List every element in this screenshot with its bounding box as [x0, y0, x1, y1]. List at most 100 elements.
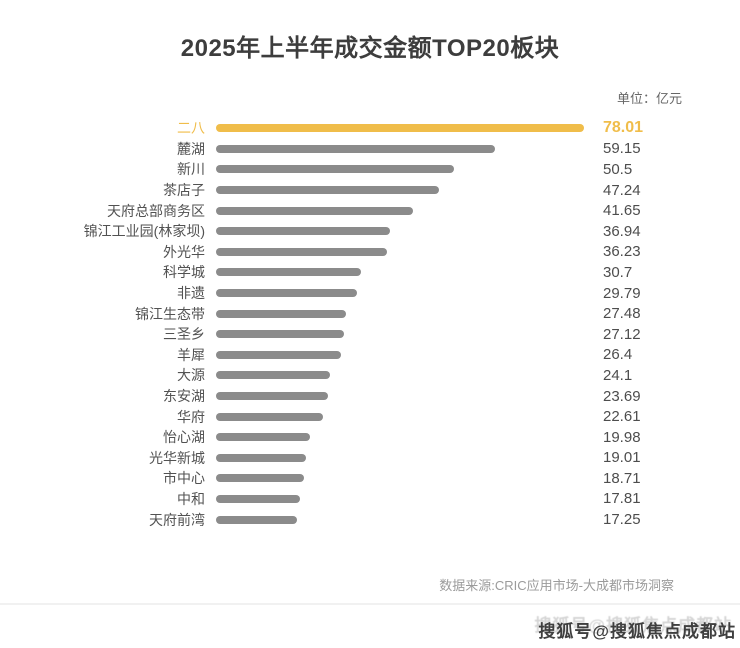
row-value: 50.5 [603, 160, 633, 178]
chart-row: 麓湖 59.15 [0, 139, 740, 160]
row-value: 78.01 [603, 119, 644, 137]
row-label: 光华新城 [149, 449, 205, 466]
row-value: 23.69 [603, 387, 641, 405]
row-value: 30.7 [603, 263, 633, 281]
chart-row: 非遗 29.79 [0, 283, 740, 304]
row-bar [216, 206, 413, 215]
row-value: 29.79 [603, 284, 641, 302]
row-bar-track [216, 474, 603, 483]
row-value: 17.81 [603, 490, 641, 508]
row-bar [216, 227, 391, 236]
row-label: 锦江生态带 [135, 305, 205, 322]
row-label: 三圣乡 [163, 326, 205, 343]
row-value: 36.94 [603, 222, 641, 240]
row-bar-track [216, 165, 603, 174]
row-bar [216, 144, 495, 153]
row-bar [216, 350, 341, 359]
row-bar [216, 247, 387, 256]
row-value: 36.23 [603, 243, 641, 261]
chart-row: 中和 17.81 [0, 489, 740, 510]
row-bar-track [216, 453, 603, 462]
row-bar [216, 515, 298, 524]
chart-row: 大源 24.1 [0, 365, 740, 386]
row-bar [216, 268, 361, 277]
row-label: 茶店子 [163, 182, 205, 199]
row-label: 大源 [177, 367, 205, 384]
row-bar [216, 453, 306, 462]
row-value: 26.4 [603, 346, 633, 364]
source-note: 数据来源:CRIC应用市场-大成都市场洞察 [439, 578, 674, 593]
row-label: 东安湖 [163, 388, 205, 405]
watermark: 搜狐号@搜狐焦点成都站 [538, 622, 736, 641]
row-bar [216, 433, 311, 442]
row-label: 外光华 [163, 243, 205, 260]
row-label: 羊犀 [177, 346, 205, 363]
row-bar [216, 371, 330, 380]
row-bar-track [216, 392, 603, 401]
chart-row: 东安湖 23.69 [0, 386, 740, 407]
chart-row: 华府 22.61 [0, 406, 740, 427]
row-label: 天府总部商务区 [107, 202, 205, 219]
chart-row: 锦江生态带 27.48 [0, 303, 740, 324]
row-bar [216, 289, 357, 298]
chart-row: 天府前湾 17.25 [0, 509, 740, 530]
row-bar [216, 412, 323, 421]
chart-row: 三圣乡 27.12 [0, 324, 740, 345]
row-label: 中和 [177, 490, 205, 507]
row-value: 17.25 [603, 511, 641, 529]
chart-row: 外光华 36.23 [0, 242, 740, 263]
row-bar [216, 186, 439, 195]
row-value: 27.48 [603, 305, 641, 323]
chart-row: 市中心 18.71 [0, 468, 740, 489]
chart-row: 茶店子 47.24 [0, 180, 740, 201]
chart-rows: 二八 78.01 麓湖 59.15 新川 50.5 茶店子 47.24 天府总部 [0, 118, 740, 530]
row-value: 22.61 [603, 408, 641, 426]
chart-title: 2025年上半年成交金额TOP20板块 [180, 35, 560, 62]
unit-label: 单位：亿元 [616, 91, 682, 106]
row-value: 19.01 [603, 449, 641, 467]
row-bar-track [216, 330, 603, 339]
row-value: 27.12 [603, 325, 641, 343]
row-bar [216, 309, 346, 318]
row-value: 41.65 [603, 202, 641, 220]
row-bar-track [216, 227, 603, 236]
row-bar-track [216, 206, 603, 215]
chart-row: 天府总部商务区 41.65 [0, 200, 740, 221]
row-bar-track [216, 309, 603, 318]
row-label: 非遗 [177, 285, 205, 302]
chart-row: 光华新城 19.01 [0, 448, 740, 469]
chart-row: 科学城 30.7 [0, 262, 740, 283]
row-label: 天府前湾 [149, 511, 205, 528]
row-value: 24.1 [603, 366, 633, 384]
row-bar-track [216, 371, 603, 380]
row-bar-track [216, 289, 603, 298]
row-label: 新川 [177, 161, 205, 178]
divider [0, 603, 740, 605]
row-bar-track [216, 412, 603, 421]
row-bar-track [216, 494, 603, 503]
row-bar-track [216, 350, 603, 359]
chart-row: 怡心湖 19.98 [0, 427, 740, 448]
row-label: 锦江工业园(林家坝) [83, 223, 205, 240]
row-bar-track [216, 124, 603, 133]
row-label: 科学城 [163, 264, 205, 281]
row-label: 市中心 [163, 470, 205, 487]
row-bar [216, 494, 300, 503]
row-value: 59.15 [603, 140, 641, 158]
row-bar-track [216, 247, 603, 256]
row-bar [216, 330, 344, 339]
chart-row: 锦江工业园(林家坝) 36.94 [0, 221, 740, 242]
row-bar-track [216, 268, 603, 277]
row-bar [216, 392, 328, 401]
row-bar-track [216, 433, 603, 442]
row-bar [216, 474, 305, 483]
row-value: 19.98 [603, 428, 641, 446]
row-bar-track [216, 144, 603, 153]
row-label: 怡心湖 [163, 429, 205, 446]
row-value: 18.71 [603, 469, 641, 487]
row-bar-track [216, 515, 603, 524]
row-label: 二八 [177, 120, 205, 137]
row-label: 华府 [177, 408, 205, 425]
chart-row: 羊犀 26.4 [0, 345, 740, 366]
